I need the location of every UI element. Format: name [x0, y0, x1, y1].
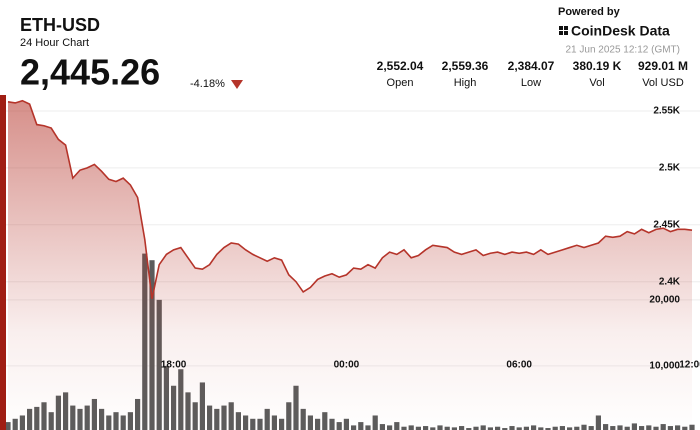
y-tick-label: 2.5K — [659, 163, 681, 174]
stat-value: 380.19 K — [573, 59, 622, 73]
stat-value: 2,559.36 — [442, 59, 489, 73]
plot-area — [0, 99, 700, 430]
symbol: ETH-USD — [20, 15, 100, 35]
stats: 2,552.04 Open 2,559.36 High 2,384.07 Low 380.1… — [377, 59, 688, 89]
brand-logo — [559, 26, 568, 35]
stat-value: 2,552.04 — [377, 59, 424, 73]
stat-label: Vol USD — [642, 77, 684, 89]
logo-dot — [559, 26, 563, 30]
powered-by: Powered by — [558, 6, 621, 18]
subtitle: 24 Hour Chart — [20, 37, 89, 49]
price-line — [7, 99, 693, 299]
stat-label: High — [454, 77, 477, 89]
logo-dot — [564, 26, 568, 30]
y2-tick-label: 10,000 — [649, 361, 680, 372]
price-area — [8, 100, 692, 430]
logo-dot — [564, 31, 568, 35]
x-tick-label: 06:00 — [506, 360, 532, 371]
stat-value: 2,384.07 — [508, 59, 555, 73]
y-tick-label: 2.55K — [653, 106, 680, 117]
stat-value: 929.01 M — [638, 59, 688, 73]
brand: CoinDesk Data — [571, 23, 670, 39]
stat-label: Low — [521, 77, 541, 89]
x-tick-label: 00:00 — [334, 360, 360, 371]
stat-label: Open — [387, 77, 414, 89]
edge-stripe — [0, 95, 6, 430]
x-tick-label: 12:00 — [679, 360, 700, 371]
x-tick-label: 18:00 — [161, 360, 187, 371]
y2-tick-label: 20,000 — [649, 294, 680, 305]
logo-dot — [559, 31, 563, 35]
y-tick-label: 2.45K — [653, 219, 680, 230]
y-tick-label: 2.4K — [659, 276, 681, 287]
change: -4.18% — [190, 78, 225, 90]
stat-label: Vol — [589, 77, 604, 89]
price: 2,445.26 — [20, 52, 160, 93]
timestamp: 21 Jun 2025 12:12 (GMT) — [565, 45, 680, 56]
down-arrow — [231, 80, 243, 89]
